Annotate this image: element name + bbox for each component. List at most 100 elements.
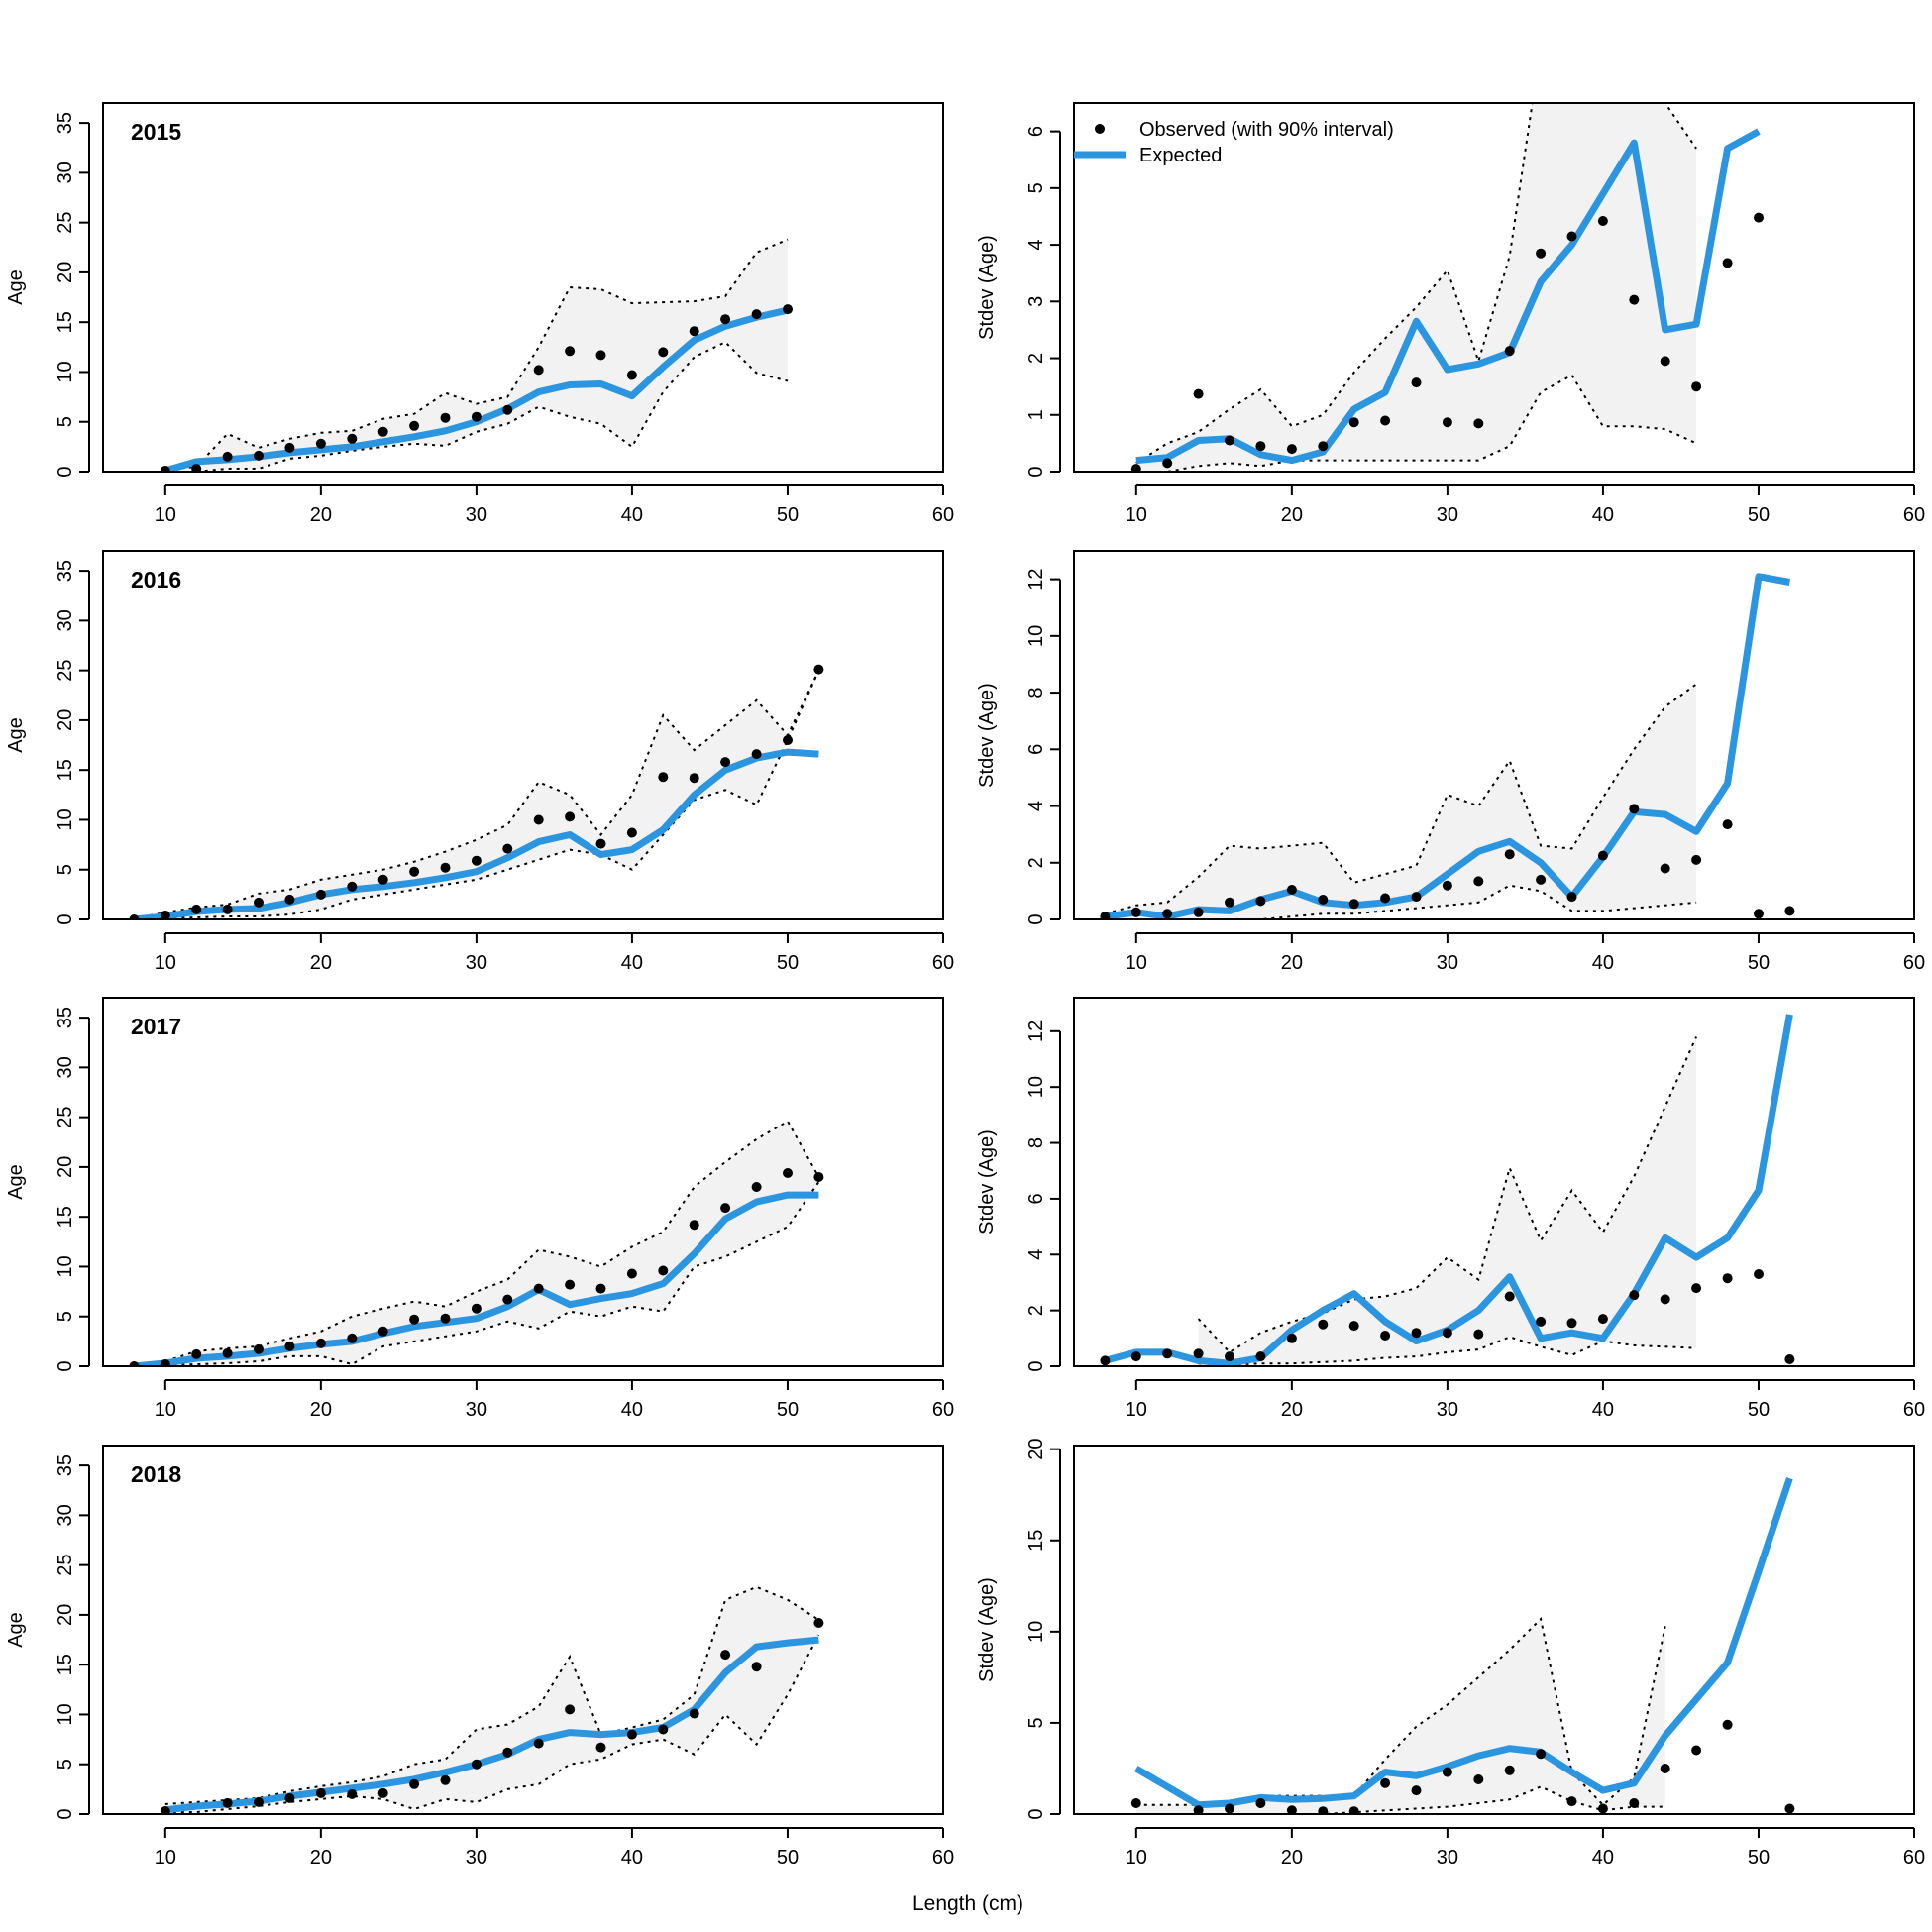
observed-point <box>533 365 544 376</box>
y-tick-label: 2 <box>1025 1305 1047 1316</box>
panel-title: 2017 <box>131 1014 181 1039</box>
observed-point <box>751 1182 762 1192</box>
observed-point <box>191 904 202 914</box>
observed-point <box>1660 1294 1670 1305</box>
observed-point <box>471 1303 482 1314</box>
observed-point <box>347 1788 358 1799</box>
observed-point <box>1597 850 1608 861</box>
x-tick-label: 50 <box>777 504 799 526</box>
observed-point <box>533 1738 544 1749</box>
plot-area <box>160 1585 824 1814</box>
interval-lower-line <box>1105 884 1697 919</box>
interval-upper-line <box>1197 1036 1698 1354</box>
observed-point <box>1442 880 1452 891</box>
observed-point <box>1629 294 1640 305</box>
observed-point <box>315 438 326 449</box>
observed-point <box>471 855 482 866</box>
observed-point <box>254 1343 264 1354</box>
observed-point <box>1318 895 1329 905</box>
observed-point <box>783 735 793 745</box>
y-tick-label: 20 <box>54 262 76 283</box>
interval-band <box>1135 103 1697 472</box>
observed-point <box>689 1708 699 1719</box>
observed-point <box>1660 863 1670 874</box>
expected-line <box>134 1191 819 1366</box>
observed-point <box>565 1704 576 1715</box>
observed-point <box>1442 417 1452 428</box>
y-tick-label: 30 <box>54 609 76 631</box>
observed-point <box>1225 1351 1234 1362</box>
y-axis-label: Stdev (Age) <box>976 1577 998 1682</box>
observed-point <box>1536 248 1547 259</box>
observed-point <box>471 1759 482 1770</box>
observed-point <box>347 433 358 444</box>
observed-point <box>284 442 295 453</box>
observed-point <box>1784 1803 1795 1814</box>
plot-frame <box>1073 102 1915 473</box>
observed-point <box>129 1361 140 1366</box>
y-tick-label: 6 <box>1025 126 1047 137</box>
observed-point <box>502 404 513 415</box>
observed-point <box>626 1268 637 1279</box>
observed-point <box>1473 1329 1484 1340</box>
observed-point <box>1348 899 1359 910</box>
interval-lower-line <box>134 670 820 919</box>
x-tick-label: 30 <box>1437 1399 1458 1421</box>
observed-point <box>1722 1273 1733 1284</box>
observed-point <box>658 1724 669 1735</box>
x-tick-label: 60 <box>932 1399 954 1421</box>
observed-point <box>471 411 482 422</box>
panel-age-2017: 10 20 30 40 50 60 0 5 10 15 20 25 30 35 Age 2017 <box>5 997 954 1421</box>
x-tick-label: 60 <box>1903 1399 1925 1421</box>
observed-point <box>502 1294 513 1305</box>
observed-point <box>347 881 358 892</box>
y-tick-label: 30 <box>54 1504 76 1526</box>
observed-point <box>751 1662 762 1672</box>
expected-line <box>1134 1476 1793 1809</box>
observed-point <box>191 464 202 472</box>
panel-stdev-2018: 10 20 30 40 50 60 0 5 10 15 20 Stdev (Age) <box>976 1439 1925 1869</box>
observed-point <box>658 1265 669 1276</box>
observed-point <box>1286 444 1297 455</box>
observed-point <box>813 664 824 675</box>
y-tick-label: 10 <box>54 1703 76 1725</box>
y-tick-label: 35 <box>54 1007 76 1028</box>
observed-point <box>1691 854 1702 865</box>
observed-point <box>409 1778 420 1789</box>
observed-point <box>160 1806 170 1814</box>
observed-point <box>751 749 762 760</box>
observed-point <box>813 1618 824 1628</box>
x-tick-label: 40 <box>1592 952 1614 974</box>
y-tick-label: 35 <box>54 560 76 582</box>
observed-point <box>1784 906 1795 916</box>
y-tick-label: 5 <box>1025 1717 1047 1728</box>
observed-point <box>1255 896 1266 907</box>
observed-point <box>1380 893 1391 904</box>
y-tick-label: 0 <box>54 466 76 477</box>
observed-point <box>689 326 699 337</box>
x-tick-label: 60 <box>1903 504 1925 526</box>
observed-point <box>1536 1316 1547 1327</box>
plot-area <box>1100 1014 1795 1366</box>
observed-point <box>626 827 637 838</box>
observed-point <box>626 1729 637 1740</box>
observed-point <box>347 1333 358 1343</box>
observed-point <box>1660 356 1670 367</box>
y-tick-label: 0 <box>1025 1808 1047 1819</box>
observed-point <box>222 1347 233 1358</box>
expected-line <box>1135 128 1761 465</box>
observed-point <box>1348 1321 1359 1332</box>
interval-band <box>134 670 819 919</box>
panel-stdev-2017: 10 20 30 40 50 60 0 2 4 6 8 10 12 Stdev (Age) <box>976 997 1925 1421</box>
plot-area <box>129 1120 824 1366</box>
observed-point <box>1473 418 1484 429</box>
y-tick-label: 6 <box>1025 744 1047 755</box>
observed-point <box>1255 1351 1266 1362</box>
x-tick-label: 20 <box>1281 1399 1303 1421</box>
observed-point <box>1597 1803 1608 1814</box>
x-tick-label: 20 <box>310 952 332 974</box>
observed-point <box>1691 1283 1702 1294</box>
observed-point <box>1473 876 1484 887</box>
x-tick-label: 10 <box>155 504 176 526</box>
